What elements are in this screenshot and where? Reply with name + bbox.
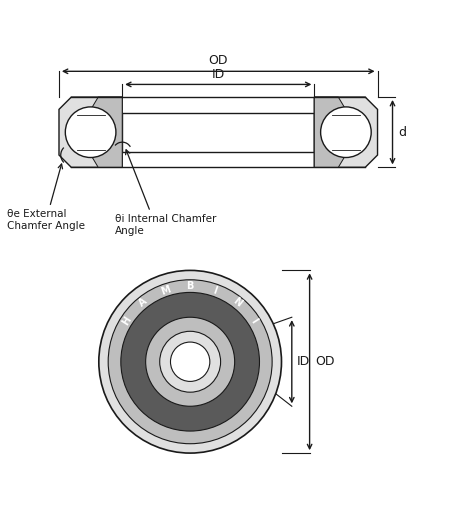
Circle shape <box>171 342 210 382</box>
Bar <box>122 113 314 151</box>
Circle shape <box>160 331 220 392</box>
Circle shape <box>121 293 259 431</box>
Text: OD: OD <box>315 355 335 368</box>
Polygon shape <box>314 97 377 167</box>
Text: OD: OD <box>209 54 228 67</box>
Text: H: H <box>120 315 133 327</box>
Text: θe External
Chamfer Angle: θe External Chamfer Angle <box>8 209 85 231</box>
Text: N: N <box>231 296 244 309</box>
Circle shape <box>99 270 282 453</box>
Text: ID: ID <box>211 68 225 81</box>
Polygon shape <box>314 97 354 167</box>
Text: I: I <box>249 317 259 325</box>
Circle shape <box>146 317 235 406</box>
Circle shape <box>65 107 116 157</box>
Text: A: A <box>137 296 149 309</box>
Text: M: M <box>159 284 172 297</box>
Text: ID: ID <box>297 355 310 368</box>
Text: d: d <box>398 125 406 139</box>
Circle shape <box>320 107 371 157</box>
Circle shape <box>108 280 272 443</box>
Polygon shape <box>83 97 122 167</box>
Text: θi Internal Chamfer
Angle: θi Internal Chamfer Angle <box>115 214 217 236</box>
Polygon shape <box>59 97 122 167</box>
Text: I: I <box>212 285 219 296</box>
Text: B: B <box>186 281 194 291</box>
